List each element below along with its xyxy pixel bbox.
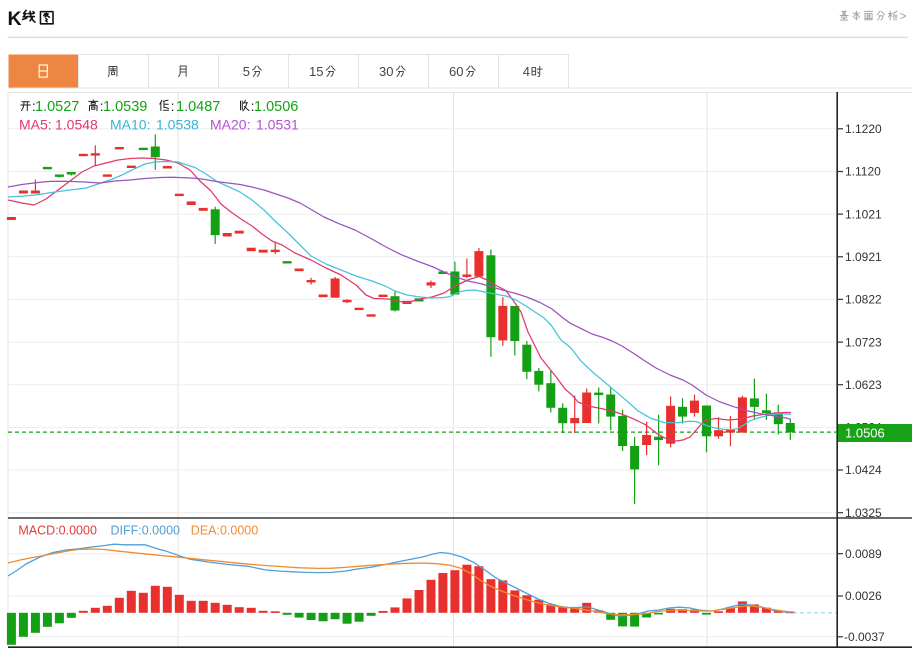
svg-text::: : xyxy=(171,98,175,114)
svg-text:0.0089: 0.0089 xyxy=(845,547,882,561)
svg-text:1.0538: 1.0538 xyxy=(156,117,199,133)
svg-text:>: > xyxy=(900,11,907,23)
svg-text:1.1120: 1.1120 xyxy=(845,165,881,179)
svg-text:-0.0037: -0.0037 xyxy=(844,630,885,644)
svg-text:MA5:: MA5: xyxy=(19,117,52,133)
svg-text:30: 30 xyxy=(379,64,393,79)
svg-text:60: 60 xyxy=(449,64,463,79)
svg-text:1.0424: 1.0424 xyxy=(845,463,882,477)
svg-text:15: 15 xyxy=(309,64,323,79)
svg-text:1.0531: 1.0531 xyxy=(256,117,299,133)
svg-text:K: K xyxy=(8,8,22,30)
svg-text:DEA:0.0000: DEA:0.0000 xyxy=(191,524,258,538)
svg-text:1.0325: 1.0325 xyxy=(845,506,882,520)
svg-text::: : xyxy=(100,98,104,114)
svg-text:1.0506: 1.0506 xyxy=(845,426,885,441)
svg-text:DIFF:0.0000: DIFF:0.0000 xyxy=(111,524,181,538)
svg-text:4: 4 xyxy=(523,64,530,79)
svg-text::: : xyxy=(32,98,36,114)
svg-text:MA10:: MA10: xyxy=(110,117,150,133)
svg-text:1.1220: 1.1220 xyxy=(845,122,882,136)
svg-text:MACD:0.0000: MACD:0.0000 xyxy=(18,524,97,538)
svg-text:1.0623: 1.0623 xyxy=(845,378,882,392)
svg-text:0.0026: 0.0026 xyxy=(845,589,882,603)
svg-text:1.1021: 1.1021 xyxy=(845,207,882,221)
svg-text:5: 5 xyxy=(243,64,250,79)
svg-text:MA20:: MA20: xyxy=(210,117,250,133)
svg-text:1.0527: 1.0527 xyxy=(35,99,79,115)
svg-text:1.0548: 1.0548 xyxy=(55,117,98,133)
svg-text:1.0822: 1.0822 xyxy=(845,293,882,307)
svg-text:1.0539: 1.0539 xyxy=(103,99,147,115)
svg-text:1.0506: 1.0506 xyxy=(254,99,298,115)
svg-text::: : xyxy=(251,98,255,114)
svg-text:1.0921: 1.0921 xyxy=(845,250,882,264)
svg-text:1.0487: 1.0487 xyxy=(176,99,220,115)
svg-text:1.0723: 1.0723 xyxy=(845,335,882,349)
